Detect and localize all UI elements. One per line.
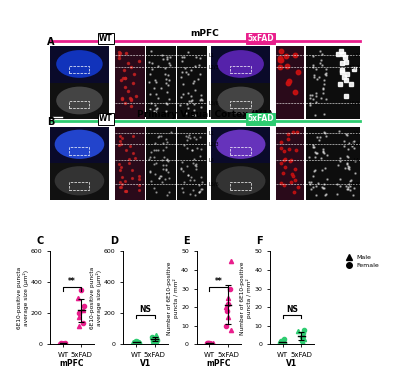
Ellipse shape [55, 130, 104, 159]
Text: C: C [37, 236, 44, 246]
Bar [177, 46, 206, 120]
Ellipse shape [216, 166, 266, 195]
Bar [276, 127, 304, 200]
Text: E: E [183, 236, 190, 246]
Y-axis label: Number of 6E10-positive
puncta / mm²: Number of 6E10-positive puncta / mm² [167, 261, 179, 335]
Bar [115, 127, 144, 200]
Y-axis label: Number of 6E10-positive
puncta / mm²: Number of 6E10-positive puncta / mm² [240, 261, 252, 335]
Text: L4: L4 [208, 158, 214, 163]
Bar [211, 83, 270, 120]
Text: L5/6: L5/6 [208, 181, 219, 186]
Text: L4: L4 [354, 158, 360, 163]
Bar [69, 66, 89, 73]
Text: L1: L1 [208, 53, 214, 58]
Bar [50, 46, 109, 83]
Text: L1: L1 [354, 131, 360, 136]
Bar [334, 127, 362, 200]
Bar [306, 46, 334, 120]
Text: NS: NS [140, 305, 151, 314]
Bar [211, 46, 270, 83]
Text: L2/3: L2/3 [208, 64, 219, 69]
Text: L1: L1 [354, 53, 360, 58]
Y-axis label: 6E10-positive puncta
average size (µm²): 6E10-positive puncta average size (µm²) [90, 267, 102, 329]
Legend: Male, Female: Male, Female [346, 255, 379, 268]
Ellipse shape [218, 87, 264, 114]
Bar [69, 101, 89, 108]
Bar [334, 46, 362, 120]
Text: L2/3: L2/3 [208, 141, 219, 146]
Bar [146, 46, 176, 120]
Bar [230, 66, 250, 73]
Text: L5/6: L5/6 [349, 101, 360, 106]
Y-axis label: 6E10-positive puncta
average size (µm²): 6E10-positive puncta average size (µm²) [16, 267, 28, 329]
Bar [211, 163, 270, 200]
Bar [306, 127, 334, 200]
Ellipse shape [56, 87, 103, 114]
Text: **: ** [215, 277, 222, 286]
Bar [230, 182, 250, 190]
Text: **: ** [68, 277, 76, 286]
Text: F: F [257, 236, 263, 246]
Text: L2/3: L2/3 [349, 64, 360, 69]
Bar [146, 127, 176, 200]
Text: A: A [47, 37, 54, 47]
Bar [50, 163, 109, 200]
Text: L2/3: L2/3 [349, 141, 360, 146]
Ellipse shape [56, 50, 103, 78]
Bar [50, 127, 109, 163]
X-axis label: V1: V1 [140, 360, 151, 368]
Bar [211, 127, 270, 163]
Text: L5/6: L5/6 [349, 181, 360, 186]
Bar [69, 147, 89, 154]
Text: Primary Visual Cortex (V1): Primary Visual Cortex (V1) [137, 110, 273, 119]
Text: L5/6: L5/6 [208, 101, 219, 106]
Text: L1: L1 [208, 131, 214, 136]
Text: 5xFAD: 5xFAD [248, 34, 274, 43]
Bar [230, 101, 250, 108]
X-axis label: mPFC: mPFC [206, 360, 231, 368]
Ellipse shape [216, 130, 266, 159]
Text: 5xFAD: 5xFAD [248, 115, 274, 123]
Bar [276, 46, 304, 120]
Text: NS: NS [286, 305, 298, 314]
Text: D: D [110, 236, 118, 246]
Text: WT: WT [99, 34, 113, 43]
Bar [177, 127, 206, 200]
Text: B: B [47, 117, 54, 127]
Bar [115, 46, 144, 120]
Bar [69, 182, 89, 190]
Text: mPFC: mPFC [191, 29, 219, 38]
X-axis label: mPFC: mPFC [60, 360, 84, 368]
Bar [50, 83, 109, 120]
X-axis label: V1: V1 [286, 360, 298, 368]
Ellipse shape [55, 166, 104, 195]
Ellipse shape [218, 50, 264, 78]
Bar [230, 147, 250, 154]
Text: WT: WT [99, 115, 113, 123]
